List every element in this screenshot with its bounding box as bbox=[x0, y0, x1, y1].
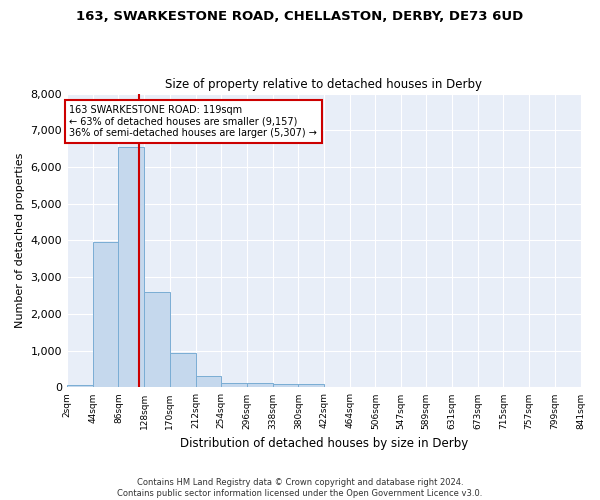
Text: 163, SWARKESTONE ROAD, CHELLASTON, DERBY, DE73 6UD: 163, SWARKESTONE ROAD, CHELLASTON, DERBY… bbox=[76, 10, 524, 23]
Bar bbox=[298, 384, 324, 388]
Bar bbox=[247, 383, 272, 388]
Title: Size of property relative to detached houses in Derby: Size of property relative to detached ho… bbox=[165, 78, 482, 91]
Text: 163 SWARKESTONE ROAD: 119sqm
← 63% of detached houses are smaller (9,157)
36% of: 163 SWARKESTONE ROAD: 119sqm ← 63% of de… bbox=[70, 104, 317, 138]
Bar bbox=[144, 292, 170, 388]
Bar bbox=[67, 384, 93, 388]
Bar bbox=[221, 383, 247, 388]
Bar bbox=[118, 147, 144, 388]
Bar bbox=[272, 384, 298, 388]
Text: Contains HM Land Registry data © Crown copyright and database right 2024.
Contai: Contains HM Land Registry data © Crown c… bbox=[118, 478, 482, 498]
Bar bbox=[93, 242, 118, 388]
X-axis label: Distribution of detached houses by size in Derby: Distribution of detached houses by size … bbox=[179, 437, 468, 450]
Bar bbox=[196, 376, 221, 388]
Y-axis label: Number of detached properties: Number of detached properties bbox=[15, 153, 25, 328]
Bar bbox=[170, 352, 196, 388]
